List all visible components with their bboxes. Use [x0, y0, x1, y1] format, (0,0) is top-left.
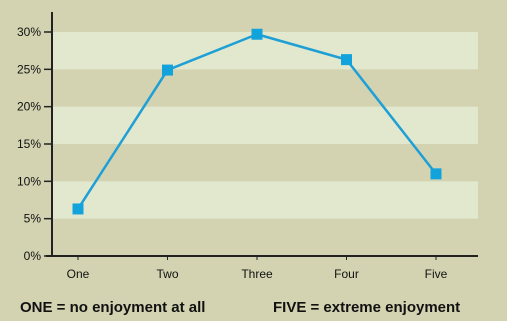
x-tick-label: Four — [334, 267, 359, 281]
x-axis-ticks: One Two Three Four Five — [67, 256, 448, 281]
data-point-marker — [430, 168, 442, 180]
series-markers — [72, 28, 442, 215]
axes — [46, 12, 478, 257]
y-tick-label: 25% — [17, 62, 41, 76]
x-tick-label: Three — [241, 267, 273, 281]
data-point-marker — [341, 54, 352, 66]
data-point-marker — [251, 28, 263, 40]
grid-band — [52, 106, 478, 144]
x-tick-label: Five — [425, 267, 448, 281]
y-tick-label: 0% — [24, 249, 42, 263]
y-tick-label: 10% — [17, 174, 41, 188]
data-point-marker — [72, 203, 84, 215]
grid-band — [52, 181, 478, 219]
caption-right: FIVE = extreme enjoyment — [273, 299, 460, 316]
caption-left: ONE = no enjoyment at all — [20, 299, 205, 316]
data-point-marker — [162, 64, 173, 76]
grid-band — [52, 32, 478, 70]
y-tick-label: 30% — [17, 25, 41, 39]
x-tick-label: Two — [156, 267, 178, 281]
y-tick-label: 5% — [24, 212, 42, 226]
y-tick-label: 20% — [17, 100, 41, 114]
y-tick-label: 15% — [17, 137, 41, 151]
x-tick-label: One — [67, 267, 90, 281]
grid-bands — [52, 32, 478, 219]
y-axis-ticks: 0% 5% 10% 15% 20% 25% 30% — [17, 25, 52, 263]
